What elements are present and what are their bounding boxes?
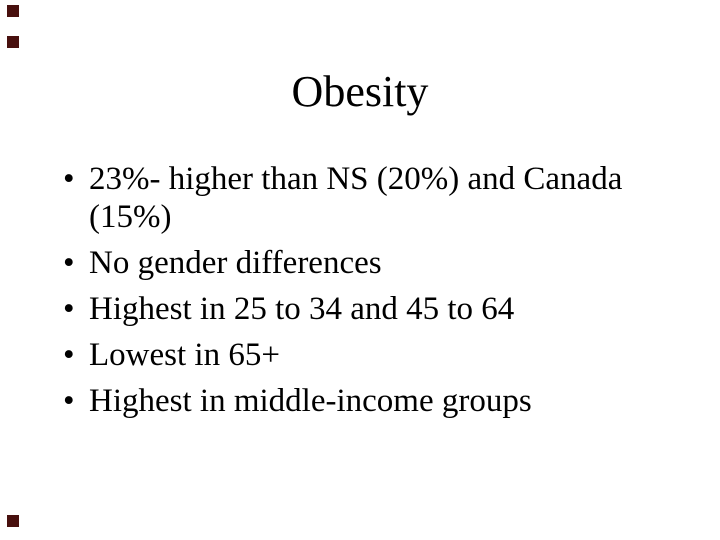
bullet-icon: • [63, 383, 75, 419]
bullet-text: No gender differences [89, 245, 382, 281]
bullet-item: • 23%- higher than NS (20%) and Canada (… [63, 160, 623, 236]
bullet-item: • No gender differences [63, 244, 623, 282]
bullet-text: Lowest in 65+ [89, 337, 280, 373]
bullet-text: Highest in middle-income groups [89, 383, 532, 419]
corner-marker [7, 515, 19, 527]
bullet-icon: • [63, 337, 75, 373]
bullet-list: • 23%- higher than NS (20%) and Canada (… [63, 160, 623, 428]
corner-marker [7, 5, 19, 17]
bullet-text: Highest in 25 to 34 and 45 to 64 [89, 291, 515, 327]
bullet-item: • Lowest in 65+ [63, 336, 623, 374]
bullet-text: 23%- higher than NS (20%) and Canada (15… [89, 161, 623, 235]
bullet-icon: • [63, 291, 75, 327]
bullet-item: • Highest in middle-income groups [63, 382, 623, 420]
bullet-item: • Highest in 25 to 34 and 45 to 64 [63, 290, 623, 328]
slide-title: Obesity [291, 67, 429, 116]
bullet-icon: • [63, 161, 75, 197]
bullet-icon: • [63, 245, 75, 281]
corner-marker [7, 36, 19, 48]
